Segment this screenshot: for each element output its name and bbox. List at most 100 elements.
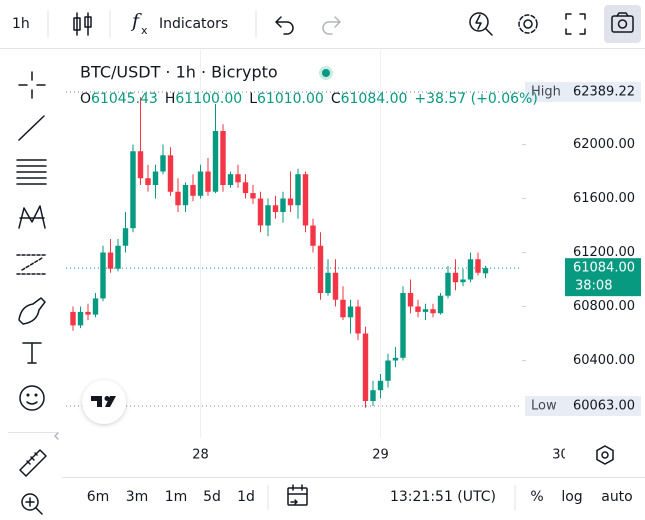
- price-axis: 60400.00 60800.00 61200.00 61600.00 62000.00…: [522, 50, 645, 440]
- range-button[interactable]: 3m: [126, 489, 149, 505]
- chart-title: BTC/USDT · 1h · Bicrypto: [80, 63, 278, 82]
- candle-body: [415, 306, 421, 312]
- legend-value: 61100.00: [175, 91, 242, 107]
- candle-body: [422, 309, 429, 312]
- candle-body: [197, 171, 204, 196]
- left-toolbar: [8, 71, 59, 515]
- time-axis-bg: [62, 440, 645, 476]
- candle-body: [175, 191, 181, 206]
- range-button[interactable]: 1m: [165, 489, 188, 505]
- candle-body: [430, 309, 436, 314]
- candle-body: [385, 360, 391, 381]
- last-price-badge: [565, 258, 641, 297]
- candle-body: [122, 228, 129, 246]
- alert-button[interactable]: [469, 12, 493, 36]
- legend-value: 61084.00: [341, 91, 408, 107]
- pattern-tool[interactable]: [18, 205, 46, 229]
- projection-tool[interactable]: [16, 254, 47, 275]
- indicators-button[interactable]: f x Indicators: [130, 10, 228, 37]
- candle-body: [460, 279, 466, 283]
- range-button[interactable]: 6m: [87, 489, 110, 505]
- chart-type-button[interactable]: [73, 12, 92, 36]
- brush-tool[interactable]: [18, 297, 46, 325]
- candle-body: [482, 268, 489, 274]
- price-badge-value: 62389.22: [573, 84, 635, 99]
- candle-body: [302, 174, 309, 226]
- range-button[interactable]: 5d: [203, 489, 221, 505]
- auto-toggle[interactable]: auto: [601, 489, 633, 505]
- icon-tool[interactable]: [19, 385, 45, 411]
- undo-button[interactable]: [275, 16, 294, 35]
- redo-button[interactable]: [322, 16, 341, 35]
- y-tick-label: 60400.00: [573, 353, 635, 368]
- fx-icon: x: [141, 24, 148, 37]
- candle-body: [362, 333, 369, 402]
- top-toolbar: 1h f x Indicators: [0, 5, 645, 49]
- crosshair-tool[interactable]: [18, 71, 46, 99]
- legend-key: C: [331, 91, 341, 107]
- ruler-tool[interactable]: [19, 449, 47, 477]
- candle-body: [205, 171, 211, 192]
- clock: 13:21:51 (UTC): [390, 489, 496, 505]
- camera-icon: [611, 12, 634, 33]
- y-tick-label: 61200.00: [573, 245, 635, 260]
- candle-body: [287, 198, 294, 206]
- trendline-tool[interactable]: [18, 115, 45, 141]
- indicators-label: Indicators: [159, 16, 228, 32]
- log-toggle[interactable]: log: [561, 489, 582, 505]
- fx-icon: f: [130, 10, 142, 32]
- screenshot-button[interactable]: [604, 5, 641, 43]
- candle-body: [220, 131, 226, 186]
- candle-body: [317, 245, 324, 294]
- legend-value: 61045.43: [91, 91, 158, 107]
- candle-body: [347, 306, 354, 318]
- candle-body: [85, 311, 91, 315]
- price-badge-name: High: [531, 84, 561, 99]
- candle-body: [340, 299, 346, 318]
- text-tool[interactable]: [22, 342, 42, 364]
- candle-body: [227, 174, 234, 186]
- candle-body: [130, 151, 136, 229]
- candle-body: [392, 357, 399, 361]
- market-status-dot: [322, 69, 330, 77]
- candle-body: [475, 259, 481, 273]
- legend-key: H: [165, 91, 176, 107]
- x-tick-label: 28: [192, 448, 209, 463]
- countdown-label: 38:08: [575, 279, 612, 294]
- candle-body: [250, 193, 256, 199]
- candle-body: [242, 182, 249, 194]
- fib-tool[interactable]: [16, 159, 47, 185]
- candle-body: [325, 272, 331, 294]
- candle-body: [332, 272, 339, 300]
- x-tick-label: 30: [552, 448, 569, 463]
- x-tick-label: 29: [372, 448, 389, 463]
- zoom-tool[interactable]: [21, 493, 43, 515]
- candle-body: [265, 205, 271, 226]
- legend-value: 61010.00: [257, 91, 324, 107]
- price-badge: [525, 396, 641, 417]
- bottom-toolbar: 6m 3m 1m 5d 1d 13:21:51 (UTC) % log auto: [87, 484, 633, 510]
- candle-body: [370, 390, 376, 402]
- fullscreen-button[interactable]: [565, 13, 586, 35]
- y-tick-label: 61600.00: [573, 191, 635, 206]
- legend-change: +38.57 (+0.06%): [414, 91, 537, 107]
- candle-body: [280, 198, 286, 213]
- candle-body: [137, 151, 144, 179]
- ohlc-legend: O 61045.43 H 61100.00 L 61010.00 C 61084.00 +38.…: [80, 91, 538, 107]
- range-button[interactable]: 1d: [237, 489, 255, 505]
- legend-key: O: [80, 91, 91, 107]
- collapse-toolbar[interactable]: [54, 432, 59, 440]
- percent-toggle[interactable]: %: [530, 489, 543, 505]
- candle-body: [310, 225, 316, 246]
- price-badge-value: 60063.00: [573, 399, 635, 414]
- goto-date-button[interactable]: [287, 484, 308, 506]
- price-axis-bg: [522, 50, 645, 440]
- candle-body: [355, 306, 361, 334]
- settings-button[interactable]: [518, 14, 538, 34]
- candle-body: [107, 252, 114, 269]
- candle-body: [212, 131, 219, 192]
- candle-body: [77, 311, 84, 326]
- interval-button[interactable]: 1h: [12, 16, 30, 32]
- candle-body: [182, 185, 189, 206]
- axis-settings-button[interactable]: [596, 445, 614, 465]
